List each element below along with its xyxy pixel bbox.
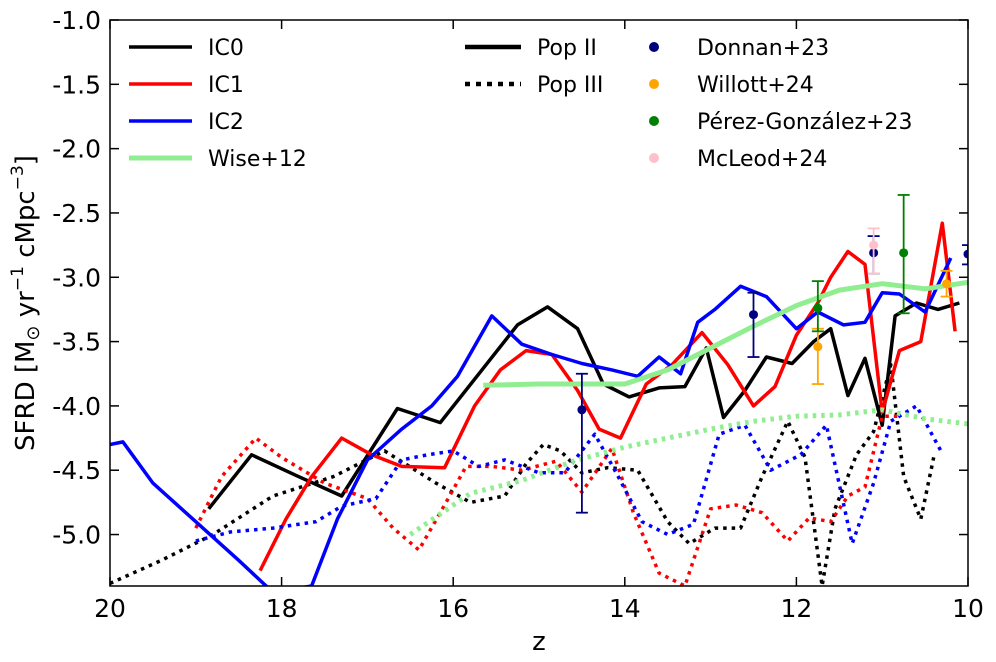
legend-label: Pop III (537, 73, 603, 98)
x-tick-label: 10 (952, 594, 984, 623)
data-point (942, 279, 952, 289)
legend-label: Donnan+23 (697, 36, 829, 61)
legend-label: IC2 (208, 110, 244, 135)
y-tick-label: -3.0 (52, 263, 101, 292)
y-tick-label: -1.5 (52, 70, 101, 99)
obs-willott-24 (940, 269, 953, 298)
legend-label: Willott+24 (697, 73, 814, 98)
obs-perez-gonzalez-23 (811, 280, 824, 333)
obs-donnan-23 (962, 244, 968, 266)
data-point (899, 248, 909, 258)
x-tick-label: 18 (266, 594, 298, 623)
series-lines (110, 221, 968, 586)
legend-item-pop-iii: Pop III (465, 73, 603, 98)
data-point (869, 240, 879, 250)
y-axis-label: SFRD [M⊙ yr−1 cMpc−3] (8, 155, 44, 451)
data-point (813, 303, 823, 313)
legend-marker (649, 116, 659, 126)
legend-item-ic0: IC0 (129, 36, 244, 61)
obs-donnan-23 (575, 372, 588, 514)
obs-donnan-23 (747, 291, 760, 358)
data-point (963, 249, 968, 259)
y-tick-label: -4.0 (52, 392, 101, 421)
series-ic0-pop-iii (110, 362, 936, 586)
series-ic1-pop-iii (194, 414, 900, 586)
legend-marker (649, 42, 659, 52)
legend-item-pop-ii: Pop II (465, 36, 597, 61)
series-ic1-pop-ii (258, 221, 957, 572)
legend-item-mcleod-24: McLeod+24 (649, 147, 827, 172)
x-tick-label: 14 (609, 594, 641, 623)
legend-item-donnan-23: Donnan+23 (649, 36, 829, 61)
legend-label: Pérez-González+23 (697, 110, 913, 135)
x-tick-label: 16 (437, 594, 469, 623)
legend-marker (649, 153, 659, 163)
legend-item-ic2: IC2 (129, 110, 244, 135)
y-tick-label: -4.5 (52, 456, 101, 485)
observations (575, 194, 968, 514)
obs-perez-gonzalez-23 (897, 194, 910, 315)
legend-label: IC1 (208, 73, 244, 98)
legend-item-wise-12: Wise+12 (129, 147, 307, 172)
legend-label: IC0 (208, 36, 244, 61)
x-axis-label: z (532, 627, 546, 657)
y-tick-label: -2.0 (52, 135, 101, 164)
series-wise-12-pop-iii (408, 407, 968, 537)
obs-mcleod-24 (867, 227, 880, 275)
legend-item-willott-24: Willott+24 (649, 73, 814, 98)
data-point (577, 405, 587, 415)
legend-item-ic1: IC1 (129, 73, 244, 98)
y-tick-label: -2.5 (52, 199, 101, 228)
legend-label: McLeod+24 (697, 147, 827, 172)
legend-label: Wise+12 (208, 147, 307, 172)
y-tick-label: -3.5 (52, 328, 101, 357)
series-ic2-pop-ii (110, 257, 953, 586)
axis-ticks: 20 18 16 14 12 10 -5.0 -4.5 -4.0 -3.5 -3.0 -2.5 -2.0… (52, 6, 984, 623)
legend-item-perez-gonzalez-23: Pérez-González+23 (649, 110, 913, 135)
x-tick-label: 12 (780, 594, 812, 623)
x-tick-label: 20 (94, 594, 126, 623)
data-point (813, 342, 823, 352)
y-tick-label: -1.0 (52, 6, 101, 35)
data-point (749, 310, 758, 320)
y-tick-label: -5.0 (52, 521, 101, 550)
legend: IC0 IC1 IC2 Wise+12 Pop II Pop III Donnan+23 Wi… (129, 36, 913, 172)
series-wise-12-pop-ii (483, 279, 968, 388)
legend-label: Pop II (537, 36, 597, 61)
legend-marker (649, 79, 659, 89)
plot-frame (109, 19, 969, 587)
